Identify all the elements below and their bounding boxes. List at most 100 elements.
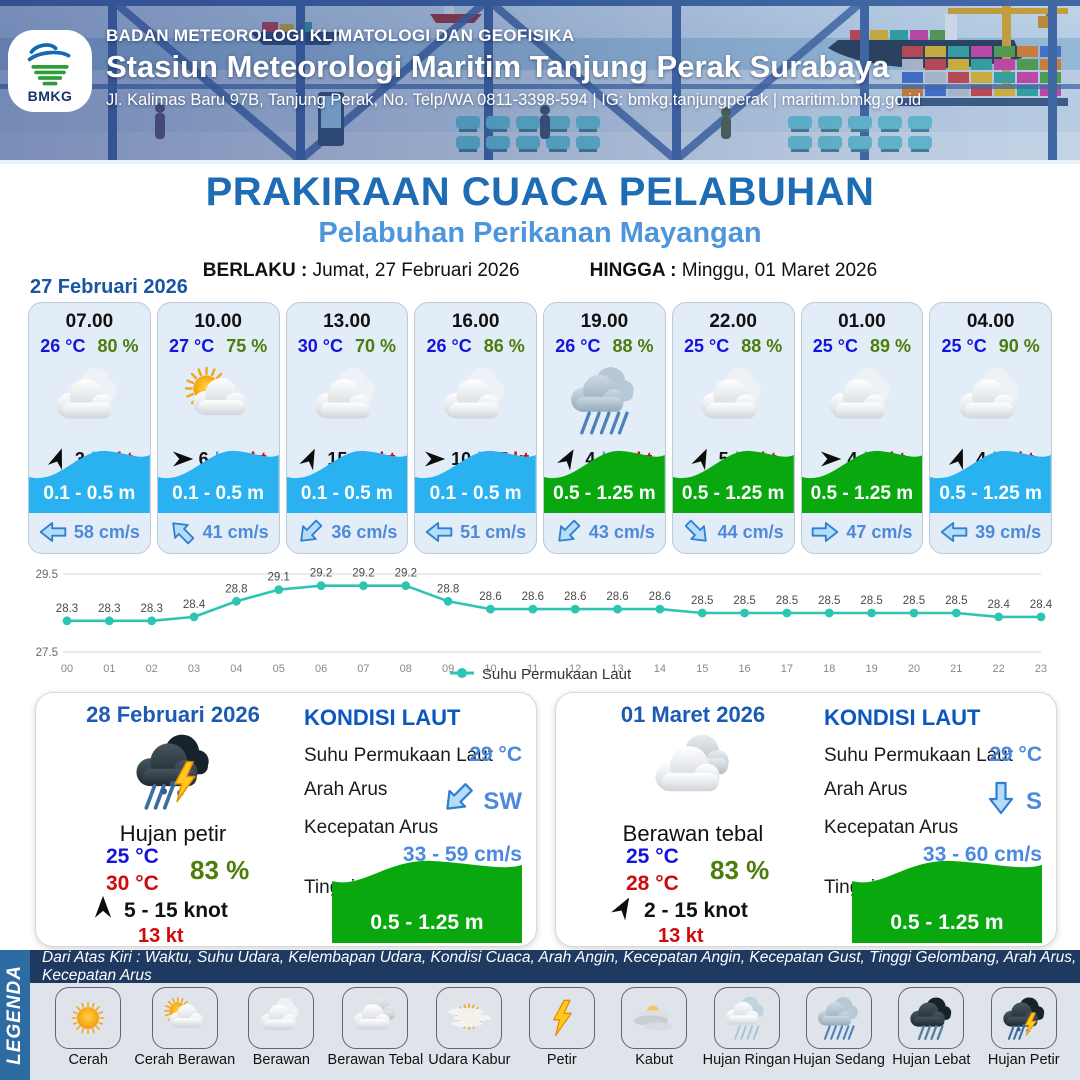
wave-height-box: 0.5 - 1.25 m	[852, 855, 1042, 943]
hujan-lebat-icon	[910, 997, 952, 1040]
legend-icon-box	[528, 987, 595, 1049]
svg-text:23: 23	[1035, 663, 1047, 675]
sea-title: KONDISI LAUT	[824, 705, 981, 730]
current-direction-icon	[940, 522, 968, 542]
svg-text:18: 18	[823, 663, 835, 675]
chart-legend-marker-icon	[449, 666, 475, 683]
current-speed: 43 cm/s	[588, 521, 655, 542]
svg-text:20: 20	[908, 663, 920, 675]
humidity: 88 %	[741, 336, 783, 356]
legend-item: Hujan Lebat	[885, 987, 977, 1080]
wind-speed: 5	[718, 448, 729, 469]
svg-text:03: 03	[188, 663, 200, 675]
svg-text:28.6: 28.6	[606, 591, 628, 603]
wave-height-band	[29, 450, 150, 513]
current-speed-value: 33 - 59 cm/s	[402, 843, 522, 866]
berlaku-value: Jumat, 27 Februari 2026	[312, 260, 520, 281]
legend-side-bar: LEGENDA	[0, 950, 30, 1080]
svg-text:28.6: 28.6	[649, 591, 671, 603]
daily-humidity: 83 %	[710, 855, 770, 885]
hujan-petir-icon	[1003, 997, 1044, 1040]
wave-height: 0.5 - 1.25 m	[810, 483, 914, 504]
svg-text:14: 14	[654, 663, 666, 675]
legend-label: Berawan	[252, 1052, 310, 1068]
svg-text:29.2: 29.2	[352, 568, 374, 580]
wind-direction-icon	[172, 451, 193, 467]
air-temperature: 25 °C	[683, 336, 730, 356]
svg-text:28.5: 28.5	[860, 595, 882, 607]
sst-value: 29 °C	[989, 743, 1042, 766]
forecast-time: 10.00	[194, 311, 242, 332]
daily-wind-direction-icon	[90, 895, 116, 927]
svg-text:28.8: 28.8	[437, 583, 459, 595]
legend-icon-box	[55, 987, 122, 1049]
berawan-icon	[700, 367, 762, 419]
svg-text:15: 15	[696, 663, 708, 675]
svg-text:13: 13	[611, 663, 623, 675]
wind-direction-icon	[948, 448, 964, 471]
svg-text:10: 10	[484, 663, 496, 675]
legend-items-row: Cerah Cerah Berawan Berawan Berawan Teba…	[30, 983, 1080, 1080]
daily-temp-min: 25 °C	[106, 845, 159, 868]
wave-height-box: 0.5 - 1.25 m	[332, 855, 522, 943]
svg-text:28.4: 28.4	[183, 599, 206, 611]
chart-legend: Suhu Permukaan Laut	[0, 666, 1080, 683]
air-temperature: 26 °C	[426, 336, 472, 356]
svg-text:28.5: 28.5	[691, 595, 713, 607]
svg-text:28.5: 28.5	[903, 595, 925, 607]
current-direction-icon	[446, 783, 474, 810]
weather-icon-holder	[415, 359, 536, 443]
daily-card-01-mar: 01 Maret 2026 Berawan tebal 25 °C 28 °C 8…	[555, 692, 1057, 947]
wind-direction-icon	[94, 895, 112, 918]
wave-height-band	[544, 450, 665, 513]
svg-text:28.6: 28.6	[479, 591, 501, 603]
current-row: 47 cm/s	[802, 518, 923, 546]
current-speed-label: Kecepatan Arus	[304, 817, 439, 838]
legend-description: Dari Atas Kiri : Waktu, Suhu Udara, Kele…	[30, 949, 1080, 984]
humidity: 75 %	[226, 336, 268, 356]
hourly-card-07.00: 07.00 26 °C80 % 3|8 kt 0.1 - 0.5 m 58 cm…	[28, 302, 151, 554]
berawan-tebal-icon	[354, 997, 396, 1030]
legend-label: Hujan Sedang	[793, 1052, 885, 1068]
berawan-icon	[57, 367, 118, 419]
sea-conditions: KONDISI LAUT Suhu Permukaan Laut 29 °C A…	[824, 705, 1042, 943]
svg-text:29.1: 29.1	[268, 572, 290, 584]
humidity: 88 %	[612, 336, 654, 356]
header-illustration	[0, 0, 1080, 160]
daily-temp-max: 30 °C	[106, 872, 159, 895]
chart-legend-label: Suhu Permukaan Laut	[481, 666, 632, 683]
hourly-card-19.00: 19.00 26 °C88 % 4|11 kt 0.5 - 1.25 m 43 …	[543, 302, 666, 554]
line-marker-icon	[449, 668, 474, 678]
current-row: 44 cm/s	[673, 518, 794, 546]
air-temperature: 27 °C	[168, 336, 215, 356]
forecast-time: 16.00	[451, 311, 500, 332]
svg-text:28.8: 28.8	[225, 583, 247, 595]
forecast-time: 22.00	[709, 311, 757, 332]
wave-height: 0.1 - 0.5 m	[429, 483, 522, 504]
humidity: 70 %	[354, 336, 396, 356]
bmkg-logo-text: BMKG	[27, 87, 73, 104]
wave-height-band	[930, 450, 1051, 513]
sst-chart: 29.5 27.5 28.3 00 28.3 01 28.3 02 28.4 03 28.8 04 29…	[36, 568, 1053, 675]
station-address: Jl. Kalimas Baru 97B, Tanjung Perak, No.…	[106, 91, 922, 109]
legend-label: Hujan Lebat	[892, 1052, 971, 1068]
legend-item: Kabut	[608, 987, 700, 1080]
hingga-label: HINGGA :	[589, 260, 677, 281]
legend-icon-box	[621, 987, 688, 1049]
wind-direction-icon	[611, 897, 630, 921]
wave-height: 0.1 - 0.5 m	[172, 483, 265, 504]
header-text: BADAN METEOROLOGI KLIMATOLOGI DAN GEOFIS…	[106, 26, 921, 110]
humidity: 80 %	[97, 336, 139, 356]
kabut-icon	[633, 1005, 673, 1031]
berawan-icon	[829, 367, 890, 419]
svg-text:28.3: 28.3	[98, 603, 120, 615]
svg-text:17: 17	[781, 663, 793, 675]
weather-icon-holder	[287, 359, 408, 443]
wave-height: 0.5 - 1.25 m	[681, 483, 785, 504]
legend-item: Cerah	[42, 987, 134, 1080]
legend-label: Petir	[546, 1052, 577, 1068]
svg-text:02: 02	[146, 663, 158, 675]
svg-text:29.5: 29.5	[36, 569, 58, 581]
berawan-tebal-icon	[655, 734, 729, 792]
current-speed: 41 cm/s	[202, 521, 269, 542]
